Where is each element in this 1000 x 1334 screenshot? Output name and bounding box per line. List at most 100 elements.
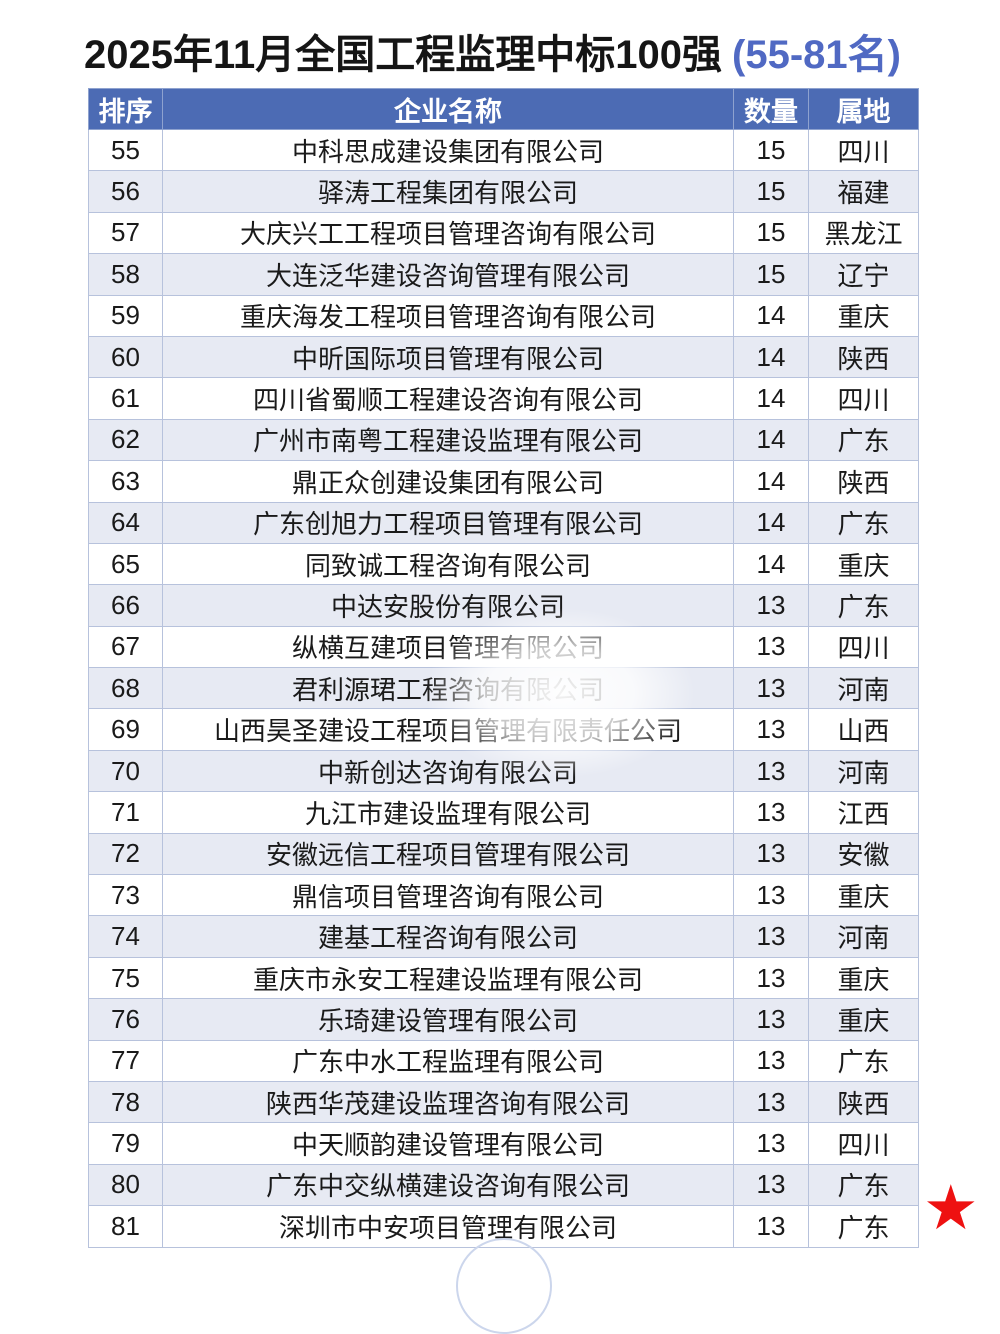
title-range: (55-81名) [732, 33, 901, 77]
cell-company: 大庆兴工工程项目管理咨询有限公司 [162, 211, 734, 255]
cell-rank: 78 [88, 1080, 163, 1124]
cell-rank: 57 [88, 211, 163, 255]
cell-quantity: 14 [733, 377, 809, 420]
cell-company: 纵横互建项目管理有限公司 [162, 625, 734, 669]
cell-rank: 65 [88, 542, 163, 586]
cell-quantity: 13 [733, 915, 809, 958]
cell-quantity: 13 [733, 791, 809, 834]
cell-company: 中达安股份有限公司 [162, 584, 734, 627]
table-row: 67 纵横互建项目管理有限公司 13 四川 [88, 625, 919, 669]
table-row: 62 广州市南粤工程建设监理有限公司 14 广东 [88, 418, 919, 462]
cell-company: 广东中交纵横建设咨询有限公司 [162, 1163, 734, 1207]
table-row: 70 中新创达咨询有限公司 13 河南 [88, 749, 919, 793]
table-row: 66 中达安股份有限公司 13 广东 [88, 584, 919, 627]
cell-rank: 66 [88, 584, 163, 627]
cell-region: 辽宁 [808, 253, 919, 296]
cell-rank: 62 [88, 418, 163, 462]
title-main: 2025年11月全国工程监理中标100强 [84, 33, 723, 77]
cell-rank: 60 [88, 335, 163, 379]
cell-company: 乐琦建设管理有限公司 [162, 998, 734, 1041]
cell-company: 广东中水工程监理有限公司 [162, 1039, 734, 1082]
cell-rank: 58 [88, 253, 163, 296]
cell-region: 重庆 [808, 956, 919, 1000]
table-row: 74 建基工程咨询有限公司 13 河南 [88, 915, 919, 958]
cell-quantity: 15 [733, 253, 809, 296]
cell-rank: 79 [88, 1122, 163, 1165]
table-row: 72 安徽远信工程项目管理有限公司 13 安徽 [88, 832, 919, 876]
cell-rank: 75 [88, 956, 163, 1000]
cell-region: 广东 [808, 584, 919, 627]
cell-region: 广东 [808, 418, 919, 462]
page-title: 2025年11月全国工程监理中标100强 (55-81名) [84, 22, 984, 80]
cell-quantity: 13 [733, 998, 809, 1041]
cell-region: 广东 [808, 501, 919, 544]
cell-quantity: 13 [733, 956, 809, 1000]
cell-company: 山西昊圣建设工程项目管理有限责任公司 [162, 708, 734, 751]
cell-company: 中科思成建设集团有限公司 [162, 128, 734, 172]
table-row: 78 陕西华茂建设监理咨询有限公司 13 陕西 [88, 1080, 919, 1124]
cell-quantity: 15 [733, 128, 809, 172]
table-body: 55 中科思成建设集团有限公司 15 四川 56 驿涛工程集团有限公司 15 福建 57 大庆兴工… [88, 128, 919, 1248]
cell-region: 重庆 [808, 294, 919, 337]
cell-region: 安徽 [808, 832, 919, 876]
cell-rank: 81 [88, 1205, 163, 1248]
cell-quantity: 14 [733, 335, 809, 379]
watermark-circle [456, 1238, 552, 1334]
cell-region: 四川 [808, 128, 919, 172]
cell-region: 河南 [808, 749, 919, 793]
cell-region: 广东 [808, 1163, 919, 1207]
cell-region: 福建 [808, 170, 919, 213]
cell-quantity: 13 [733, 1080, 809, 1124]
cell-rank: 68 [88, 667, 163, 710]
cell-region: 黑龙江 [808, 211, 919, 255]
cell-company: 中昕国际项目管理有限公司 [162, 335, 734, 379]
cell-quantity: 13 [733, 1039, 809, 1082]
table-row: 57 大庆兴工工程项目管理咨询有限公司 15 黑龙江 [88, 211, 919, 255]
table-row: 63 鼎正众创建设集团有限公司 14 陕西 [88, 460, 919, 503]
cell-company: 广州市南粤工程建设监理有限公司 [162, 418, 734, 462]
table-row: 64 广东创旭力工程项目管理有限公司 14 广东 [88, 501, 919, 544]
table-row: 68 君利源珺工程咨询有限公司 13 河南 [88, 667, 919, 710]
header-rank: 排序 [88, 88, 163, 130]
table-row: 69 山西昊圣建设工程项目管理有限责任公司 13 山西 [88, 708, 919, 751]
cell-rank: 64 [88, 501, 163, 544]
cell-company: 同致诚工程咨询有限公司 [162, 542, 734, 586]
cell-region: 陕西 [808, 335, 919, 379]
cell-region: 四川 [808, 377, 919, 420]
cell-region: 重庆 [808, 542, 919, 586]
table-row: 59 重庆海发工程项目管理咨询有限公司 14 重庆 [88, 294, 919, 337]
cell-region: 陕西 [808, 460, 919, 503]
cell-rank: 69 [88, 708, 163, 751]
ranking-table: 排序 企业名称 数量 属地 55 中科思成建设集团有限公司 15 四川 56 驿涛工程集团… [88, 88, 919, 1248]
header-region: 属地 [808, 88, 919, 130]
table-row: 80 广东中交纵横建设咨询有限公司 13 广东 [88, 1163, 919, 1207]
cell-region: 陕西 [808, 1080, 919, 1124]
cell-company: 中天顺韵建设管理有限公司 [162, 1122, 734, 1165]
table-row: 73 鼎信项目管理咨询有限公司 13 重庆 [88, 874, 919, 917]
cell-rank: 59 [88, 294, 163, 337]
cell-quantity: 15 [733, 211, 809, 255]
cell-region: 山西 [808, 708, 919, 751]
cell-rank: 77 [88, 1039, 163, 1082]
cell-quantity: 13 [733, 1205, 809, 1248]
cell-rank: 67 [88, 625, 163, 669]
cell-rank: 70 [88, 749, 163, 793]
table-row: 60 中昕国际项目管理有限公司 14 陕西 [88, 335, 919, 379]
cell-company: 四川省蜀顺工程建设咨询有限公司 [162, 377, 734, 420]
table-row: 61 四川省蜀顺工程建设咨询有限公司 14 四川 [88, 377, 919, 420]
cell-rank: 63 [88, 460, 163, 503]
table-row: 75 重庆市永安工程建设监理有限公司 13 重庆 [88, 956, 919, 1000]
header-row: 排序 企业名称 数量 属地 [88, 88, 919, 130]
cell-quantity: 13 [733, 1163, 809, 1207]
cell-rank: 56 [88, 170, 163, 213]
cell-company: 驿涛工程集团有限公司 [162, 170, 734, 213]
table-row: 77 广东中水工程监理有限公司 13 广东 [88, 1039, 919, 1082]
table-row: 55 中科思成建设集团有限公司 15 四川 [88, 128, 919, 172]
cell-quantity: 13 [733, 667, 809, 710]
header-company: 企业名称 [162, 88, 734, 130]
cell-company: 广东创旭力工程项目管理有限公司 [162, 501, 734, 544]
cell-region: 四川 [808, 1122, 919, 1165]
cell-region: 四川 [808, 625, 919, 669]
table-row: 81 深圳市中安项目管理有限公司 13 广东 [88, 1205, 919, 1248]
table-row: 76 乐琦建设管理有限公司 13 重庆 [88, 998, 919, 1041]
